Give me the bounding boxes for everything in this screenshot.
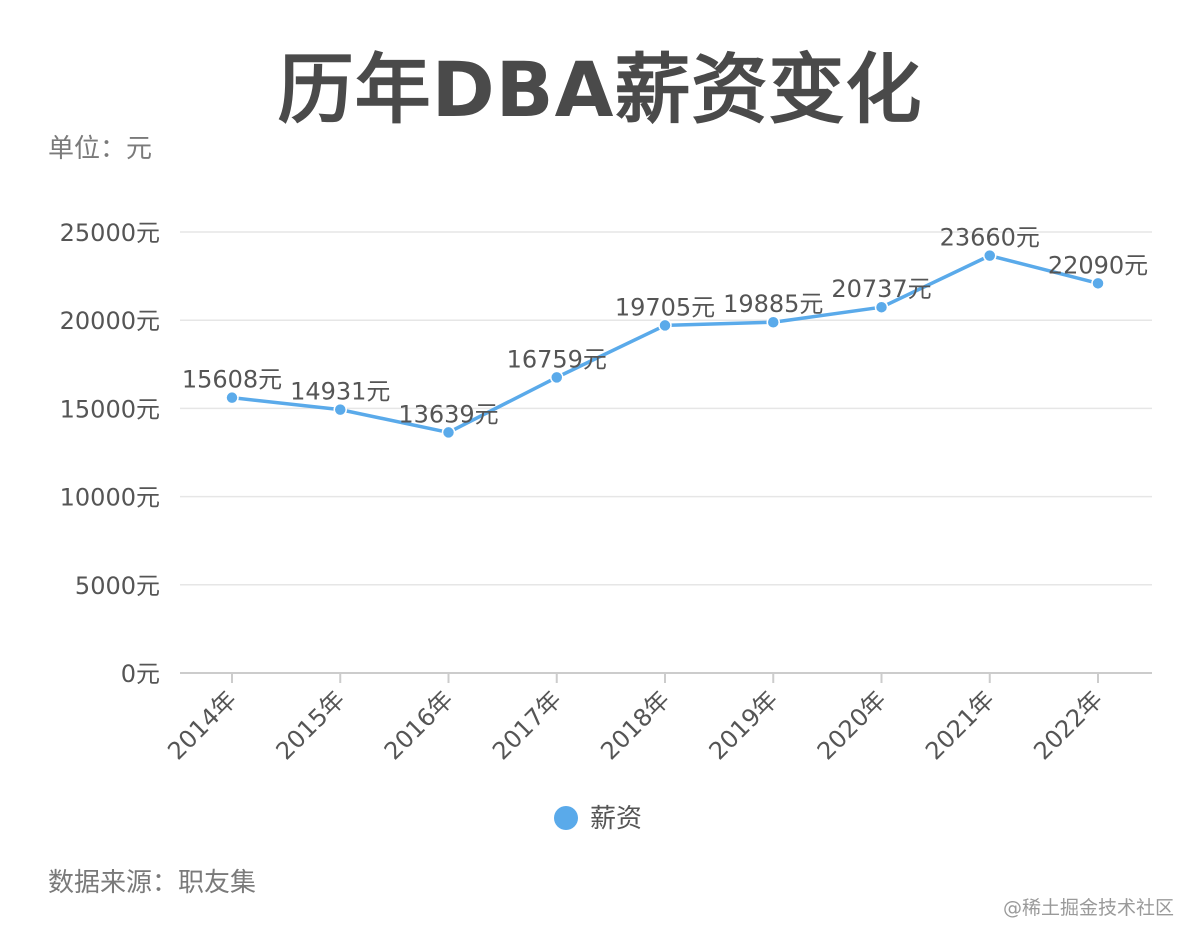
data-points [225, 248, 1105, 440]
data-label: 19885元 [723, 290, 823, 318]
data-point[interactable] [874, 300, 889, 314]
data-label: 15608元 [182, 366, 282, 394]
watermark: @稀土掘金技术社区 [1002, 897, 1174, 919]
y-tick-label: 0元 [121, 660, 160, 688]
data-label: 23660元 [940, 224, 1040, 252]
data-point[interactable] [441, 425, 456, 440]
x-tick-label: 2014年 [162, 685, 242, 765]
y-tick-label: 20000元 [60, 307, 160, 335]
data-point[interactable] [983, 248, 997, 263]
series-line [230, 253, 1100, 435]
chart-title: 历年DBA薪资变化 [277, 45, 923, 134]
data-label: 20737元 [831, 275, 931, 303]
x-tick-label: 2015年 [271, 685, 351, 765]
data-label: 13639元 [398, 400, 498, 428]
series-line-薪资 [230, 253, 1100, 435]
x-tick-label: 2019年 [704, 685, 784, 765]
unit-label: 单位：元 [48, 134, 153, 164]
x-tick-label: 2020年 [812, 685, 892, 765]
y-tick-label: 10000元 [60, 484, 160, 512]
data-label: 19705元 [615, 293, 715, 321]
legend-marker[interactable] [554, 806, 578, 830]
grid-lines [180, 231, 1152, 586]
y-tick-label: 5000元 [75, 572, 160, 600]
x-tick-label: 2022年 [1028, 685, 1108, 765]
x-tick-label: 2017年 [487, 685, 567, 765]
data-point[interactable] [1091, 276, 1105, 291]
data-source-note: 数据来源：职友集 [48, 868, 257, 898]
data-point[interactable] [225, 390, 239, 405]
data-point[interactable] [766, 315, 780, 329]
x-tick-label: 2021年 [920, 685, 1000, 765]
x-axis: 2014年 2015年 2016年 2017年 2018年 2019年 2020年 2021年… [162, 672, 1152, 765]
y-tick-label: 25000元 [60, 219, 160, 247]
y-axis-ticks: 0元 5000元 10000元 15000元 20000元 25000元 [60, 219, 160, 688]
x-tick-label: 2016年 [379, 685, 459, 765]
x-tick-label: 2018年 [595, 685, 675, 765]
data-labels: 15608元 14931元 13639元 16759元 19705元 19885元 2073… [182, 224, 1148, 429]
legend[interactable]: 薪资 [554, 804, 642, 834]
legend-label[interactable]: 薪资 [590, 804, 642, 834]
data-label: 16759元 [507, 345, 607, 373]
data-point[interactable] [333, 402, 347, 417]
data-label: 14931元 [290, 378, 390, 406]
y-tick-label: 15000元 [60, 395, 160, 423]
data-label: 22090元 [1048, 251, 1148, 279]
data-point[interactable] [550, 370, 564, 385]
data-point[interactable] [658, 318, 672, 333]
